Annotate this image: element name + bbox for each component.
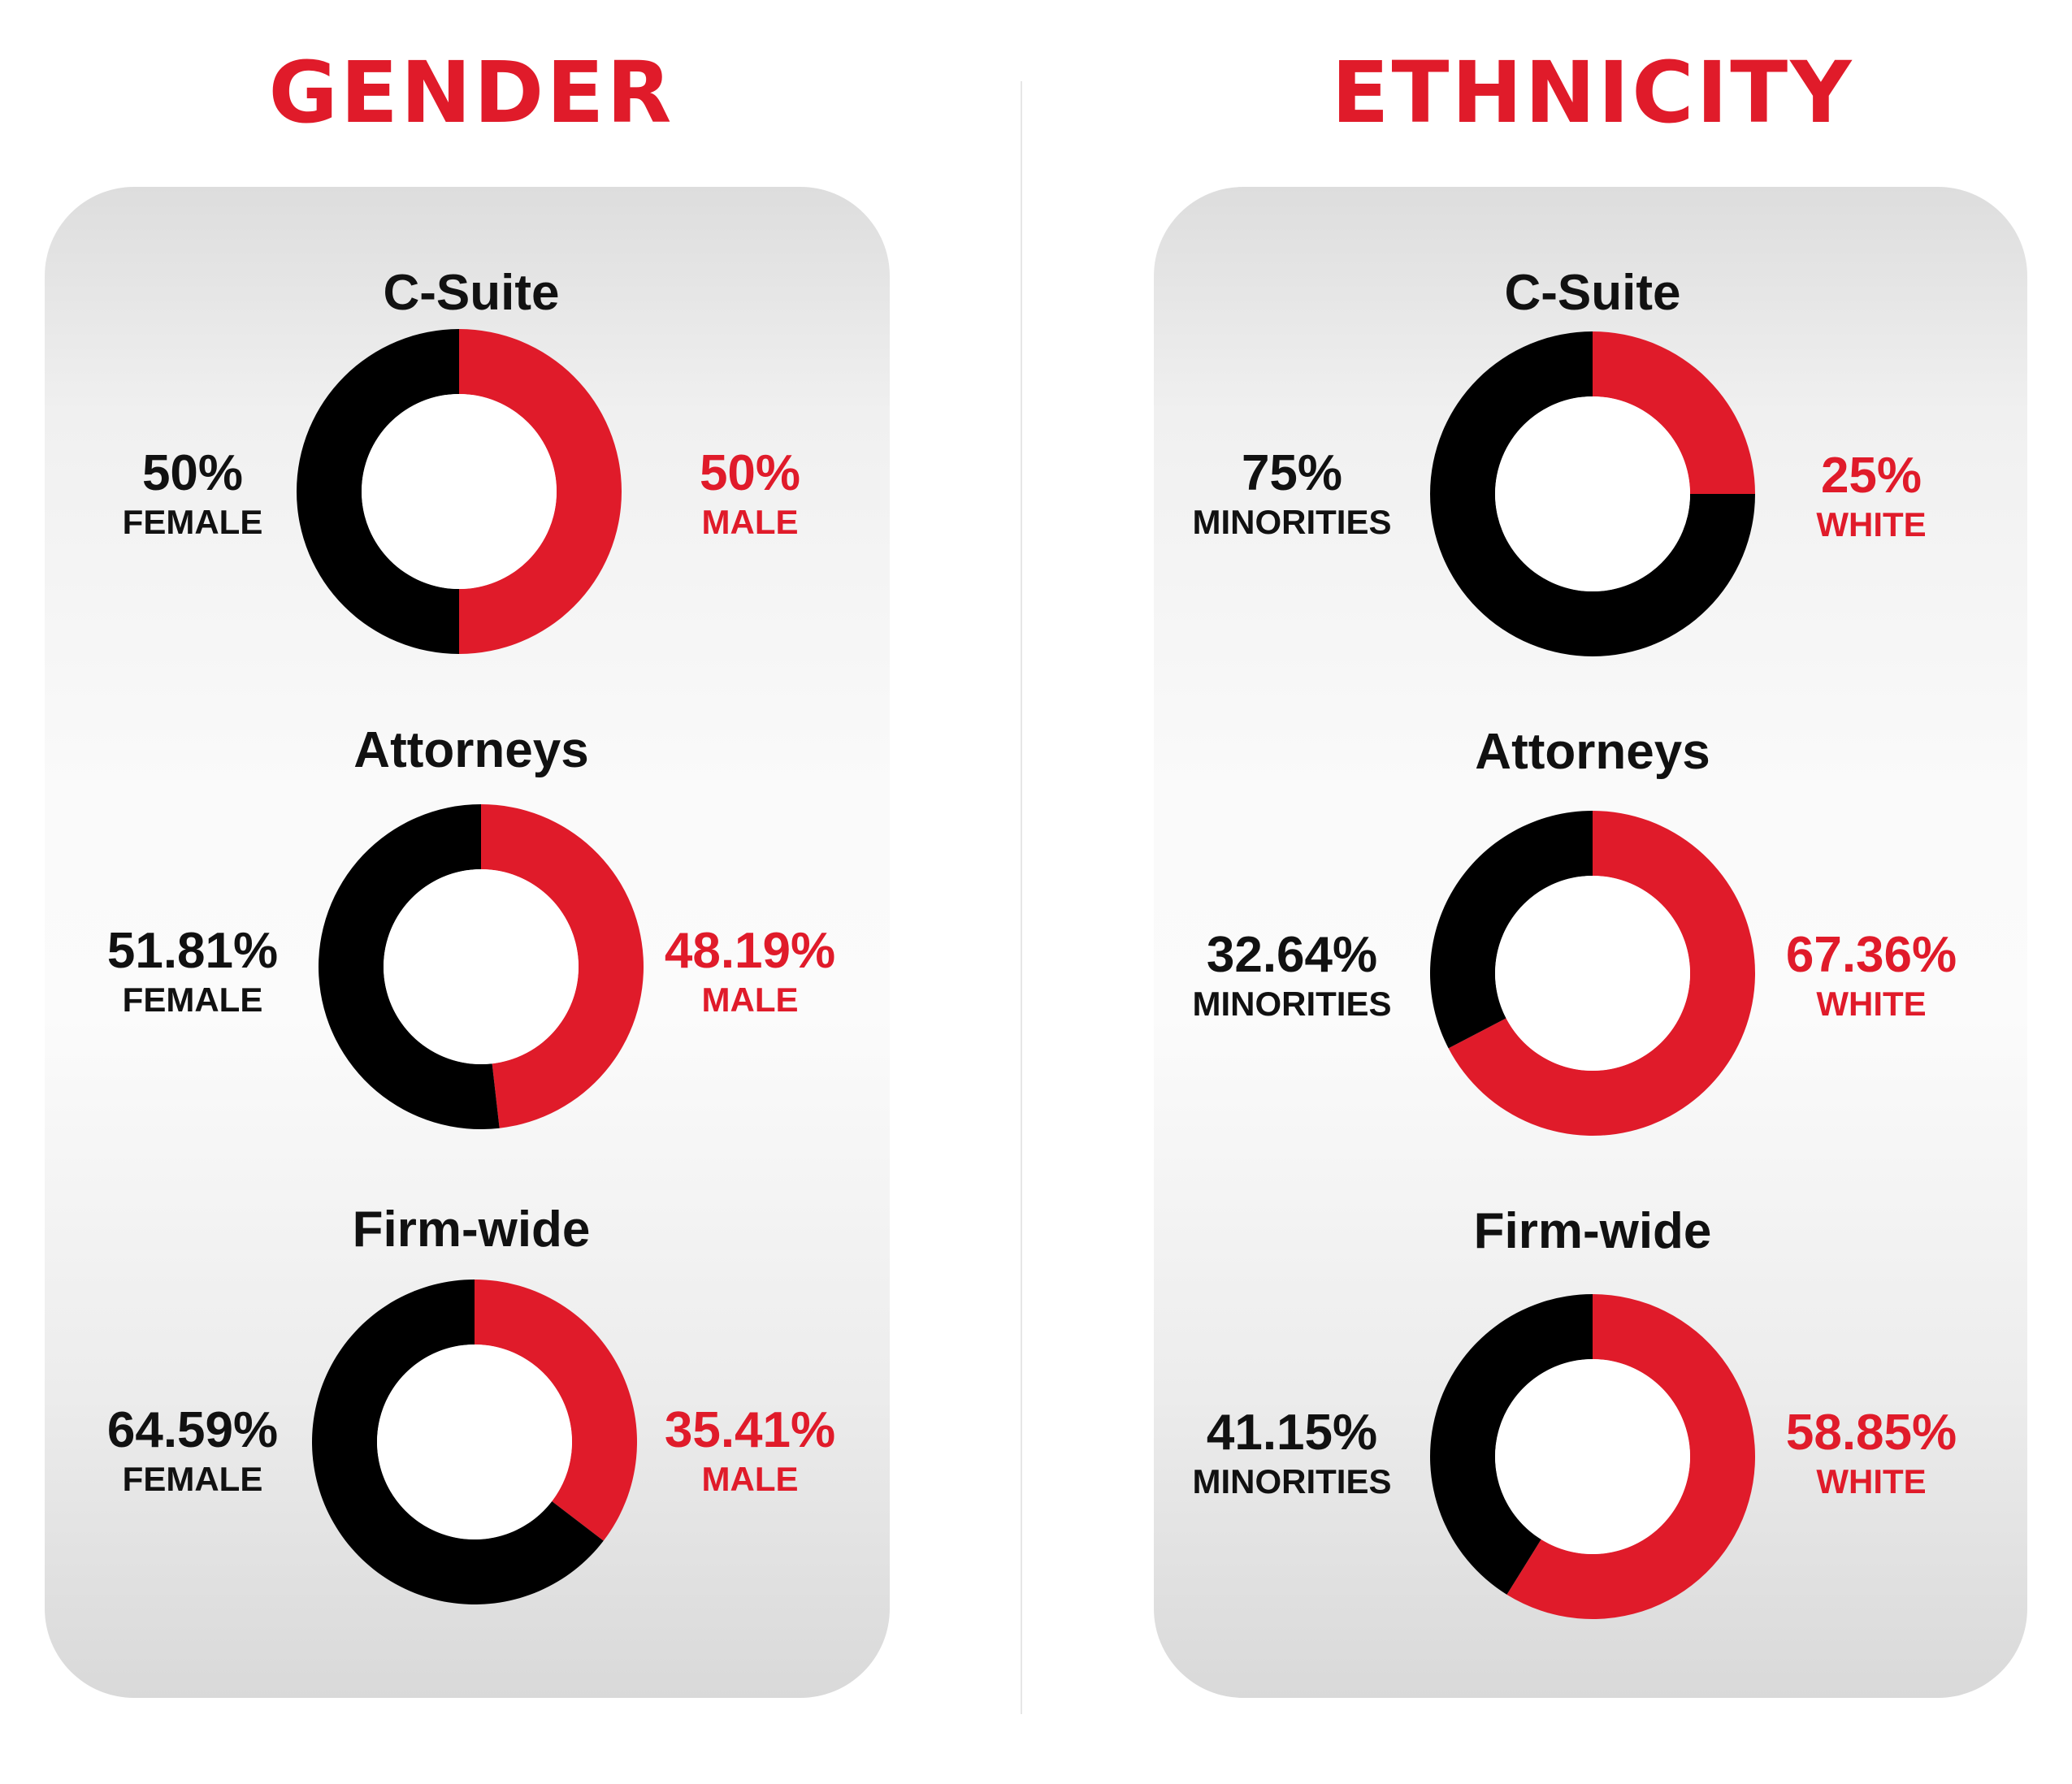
label-white-c-suite: 25% WHITE bbox=[1701, 451, 2042, 542]
donut-hole bbox=[1495, 1359, 1690, 1554]
pct-female-c-suite: 50% bbox=[141, 445, 244, 501]
gender-section-title: GENDER bbox=[268, 43, 674, 142]
slice-female bbox=[297, 329, 459, 654]
donut-hole bbox=[362, 394, 557, 589]
donut-gender-firm-wide bbox=[312, 1280, 637, 1604]
pct-male-c-suite: 50% bbox=[699, 445, 801, 501]
name-male-c-suite: MALE bbox=[701, 503, 799, 541]
ethnicity-section-title: ETHNICITY bbox=[1331, 43, 1854, 142]
name-male-firm-wide: MALE bbox=[701, 1460, 799, 1498]
donut-gender-attorneys bbox=[319, 804, 644, 1129]
pct-female-attorneys: 51.81% bbox=[106, 923, 279, 979]
slice-minorities bbox=[1430, 331, 1755, 656]
slice-female bbox=[319, 804, 500, 1129]
name-white-attorneys: WHITE bbox=[1816, 985, 1927, 1023]
slice-female bbox=[312, 1280, 604, 1604]
pct-minorities-c-suite: 75% bbox=[1241, 445, 1343, 501]
slice-minorities bbox=[1430, 1294, 1593, 1595]
chart-title-ethnicity-firm-wide: Firm-wide bbox=[1473, 1203, 1712, 1259]
donut-hole bbox=[1495, 876, 1690, 1071]
name-white-c-suite: WHITE bbox=[1816, 505, 1927, 543]
chart-title-gender-attorneys: Attorneys bbox=[353, 722, 589, 778]
chart-title-ethnicity-attorneys: Attorneys bbox=[1475, 724, 1710, 780]
pct-male-firm-wide: 35.41% bbox=[664, 1402, 836, 1458]
slice-minorities bbox=[1430, 811, 1593, 1049]
chart-title-gender-c-suite: C-Suite bbox=[383, 265, 560, 321]
name-minorities-c-suite: MINORITIES bbox=[1192, 503, 1392, 541]
donut-hole bbox=[377, 1344, 572, 1539]
pct-male-attorneys: 48.19% bbox=[664, 923, 836, 979]
donut-ethnicity-attorneys bbox=[1430, 811, 1755, 1136]
label-minorities-c-suite: 75% MINORITIES bbox=[1121, 448, 1463, 539]
name-female-attorneys: FEMALE bbox=[122, 981, 263, 1019]
slice-male bbox=[481, 804, 644, 1128]
slice-white bbox=[1593, 331, 1755, 494]
slice-male bbox=[459, 329, 622, 654]
donut-ethnicity-c-suite bbox=[1430, 331, 1755, 656]
label-female-c-suite: 50% FEMALE bbox=[22, 448, 363, 539]
label-female-attorneys: 51.81% FEMALE bbox=[22, 926, 363, 1017]
name-white-firm-wide: WHITE bbox=[1816, 1462, 1927, 1500]
label-female-firm-wide: 64.59% FEMALE bbox=[22, 1405, 363, 1496]
name-female-firm-wide: FEMALE bbox=[122, 1460, 263, 1498]
label-white-firm-wide: 58.85% WHITE bbox=[1701, 1408, 2042, 1499]
donut-gender-c-suite bbox=[297, 329, 622, 654]
label-male-c-suite: 50% MALE bbox=[579, 448, 921, 539]
slice-white bbox=[1506, 1294, 1755, 1619]
slice-male bbox=[475, 1280, 637, 1541]
chart-title-ethnicity-c-suite: C-Suite bbox=[1504, 265, 1681, 321]
pct-white-c-suite: 25% bbox=[1820, 448, 1922, 504]
slice-white bbox=[1448, 811, 1755, 1136]
label-minorities-firm-wide: 41.15% MINORITIES bbox=[1121, 1408, 1463, 1499]
donut-hole bbox=[1495, 396, 1690, 591]
donut-hole bbox=[384, 869, 579, 1064]
name-male-attorneys: MALE bbox=[701, 981, 799, 1019]
name-female-c-suite: FEMALE bbox=[122, 503, 263, 541]
donut-ethnicity-firm-wide bbox=[1430, 1294, 1755, 1619]
pct-female-firm-wide: 64.59% bbox=[106, 1402, 279, 1458]
pct-minorities-attorneys: 32.64% bbox=[1206, 927, 1378, 983]
label-male-attorneys: 48.19% MALE bbox=[579, 926, 921, 1017]
pct-white-firm-wide: 58.85% bbox=[1785, 1405, 1957, 1461]
label-white-attorneys: 67.36% WHITE bbox=[1701, 930, 2042, 1021]
label-male-firm-wide: 35.41% MALE bbox=[579, 1405, 921, 1496]
label-minorities-attorneys: 32.64% MINORITIES bbox=[1121, 930, 1463, 1021]
chart-title-gender-firm-wide: Firm-wide bbox=[352, 1202, 591, 1258]
pct-minorities-firm-wide: 41.15% bbox=[1206, 1405, 1378, 1461]
name-minorities-attorneys: MINORITIES bbox=[1192, 985, 1392, 1023]
section-divider bbox=[1021, 81, 1022, 1714]
name-minorities-firm-wide: MINORITIES bbox=[1192, 1462, 1392, 1500]
pct-white-attorneys: 67.36% bbox=[1785, 927, 1957, 983]
